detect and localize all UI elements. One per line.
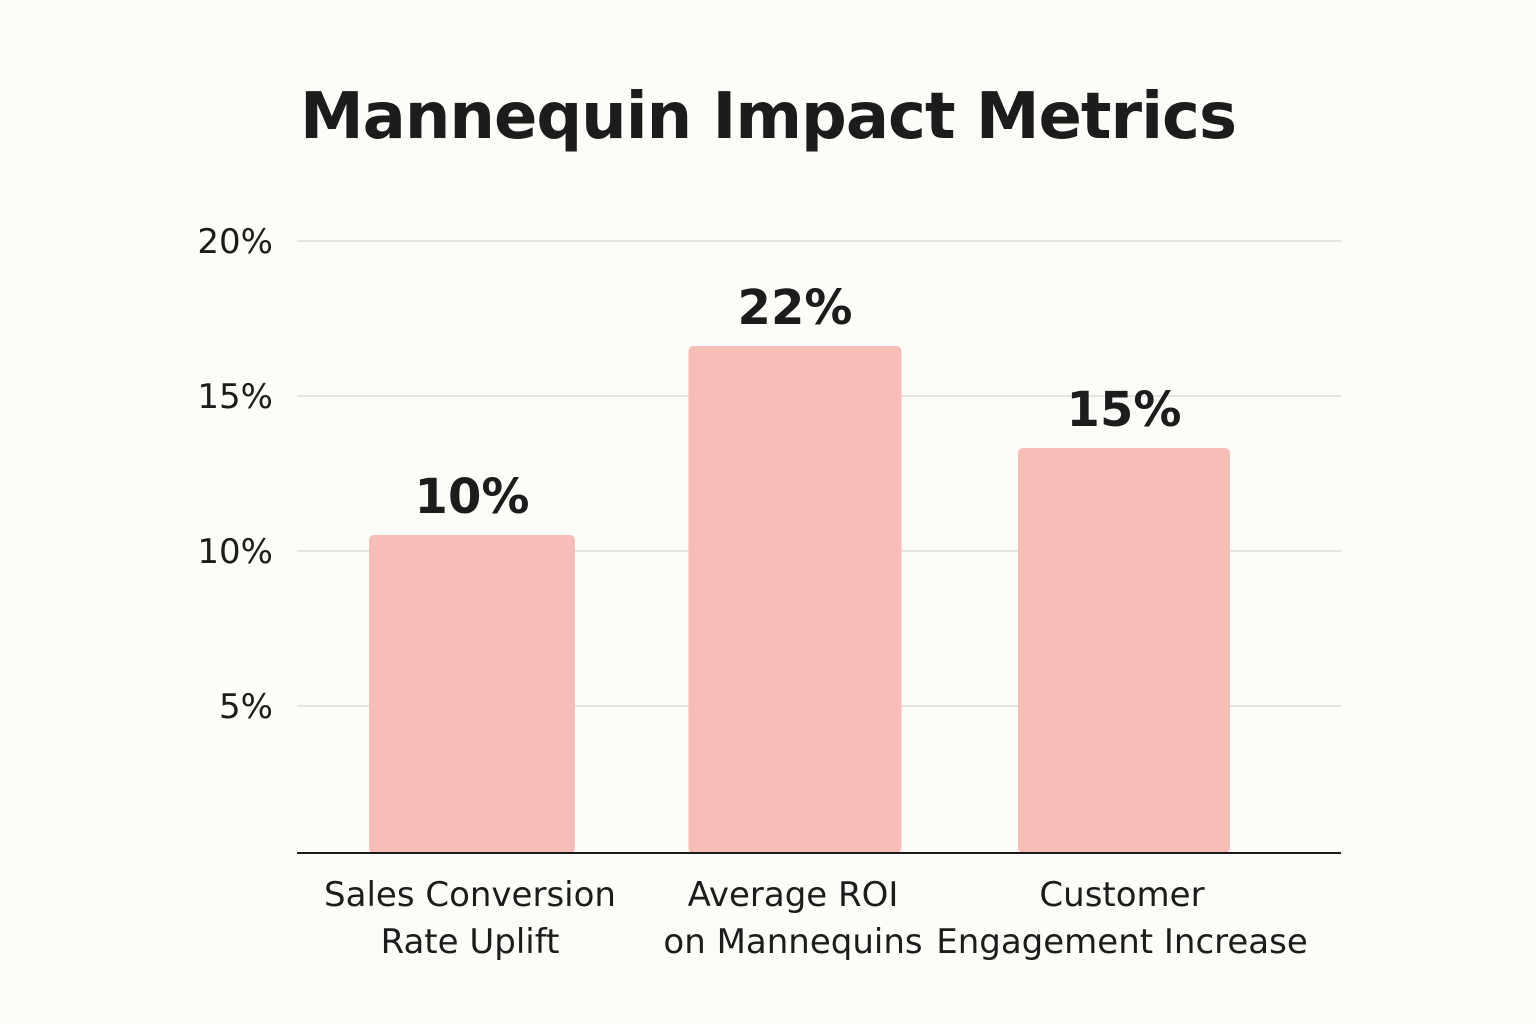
y-tick-label: 10% [197,532,273,572]
bar [369,535,575,853]
bar [688,346,902,853]
x-tick-label: on Mannequins [663,922,922,962]
data-label: 15% [1067,382,1182,438]
data-label: 22% [738,280,853,336]
x-tick-label: Sales Conversion [324,875,616,915]
data-label: 10% [415,469,530,525]
x-tick-label: Average ROI [688,875,899,915]
bar [1018,448,1230,853]
category-labels: Sales Conversion Rate Uplift Average ROI on… [324,875,1308,962]
x-tick-label: Engagement Increase [936,922,1308,962]
chart-title: Mannequin Impact Metrics [299,80,1237,154]
y-tick-label: 15% [197,377,273,417]
x-tick-label: Customer [1039,875,1204,915]
bars [369,346,1230,853]
value-labels: 10% 22% 15% [415,280,1182,525]
y-tick-label: 20% [197,222,273,262]
x-tick-label: Rate Uplift [381,922,560,962]
y-axis-ticks: 5% 10% 15% 20% [197,222,273,727]
y-tick-label: 5% [219,687,273,727]
